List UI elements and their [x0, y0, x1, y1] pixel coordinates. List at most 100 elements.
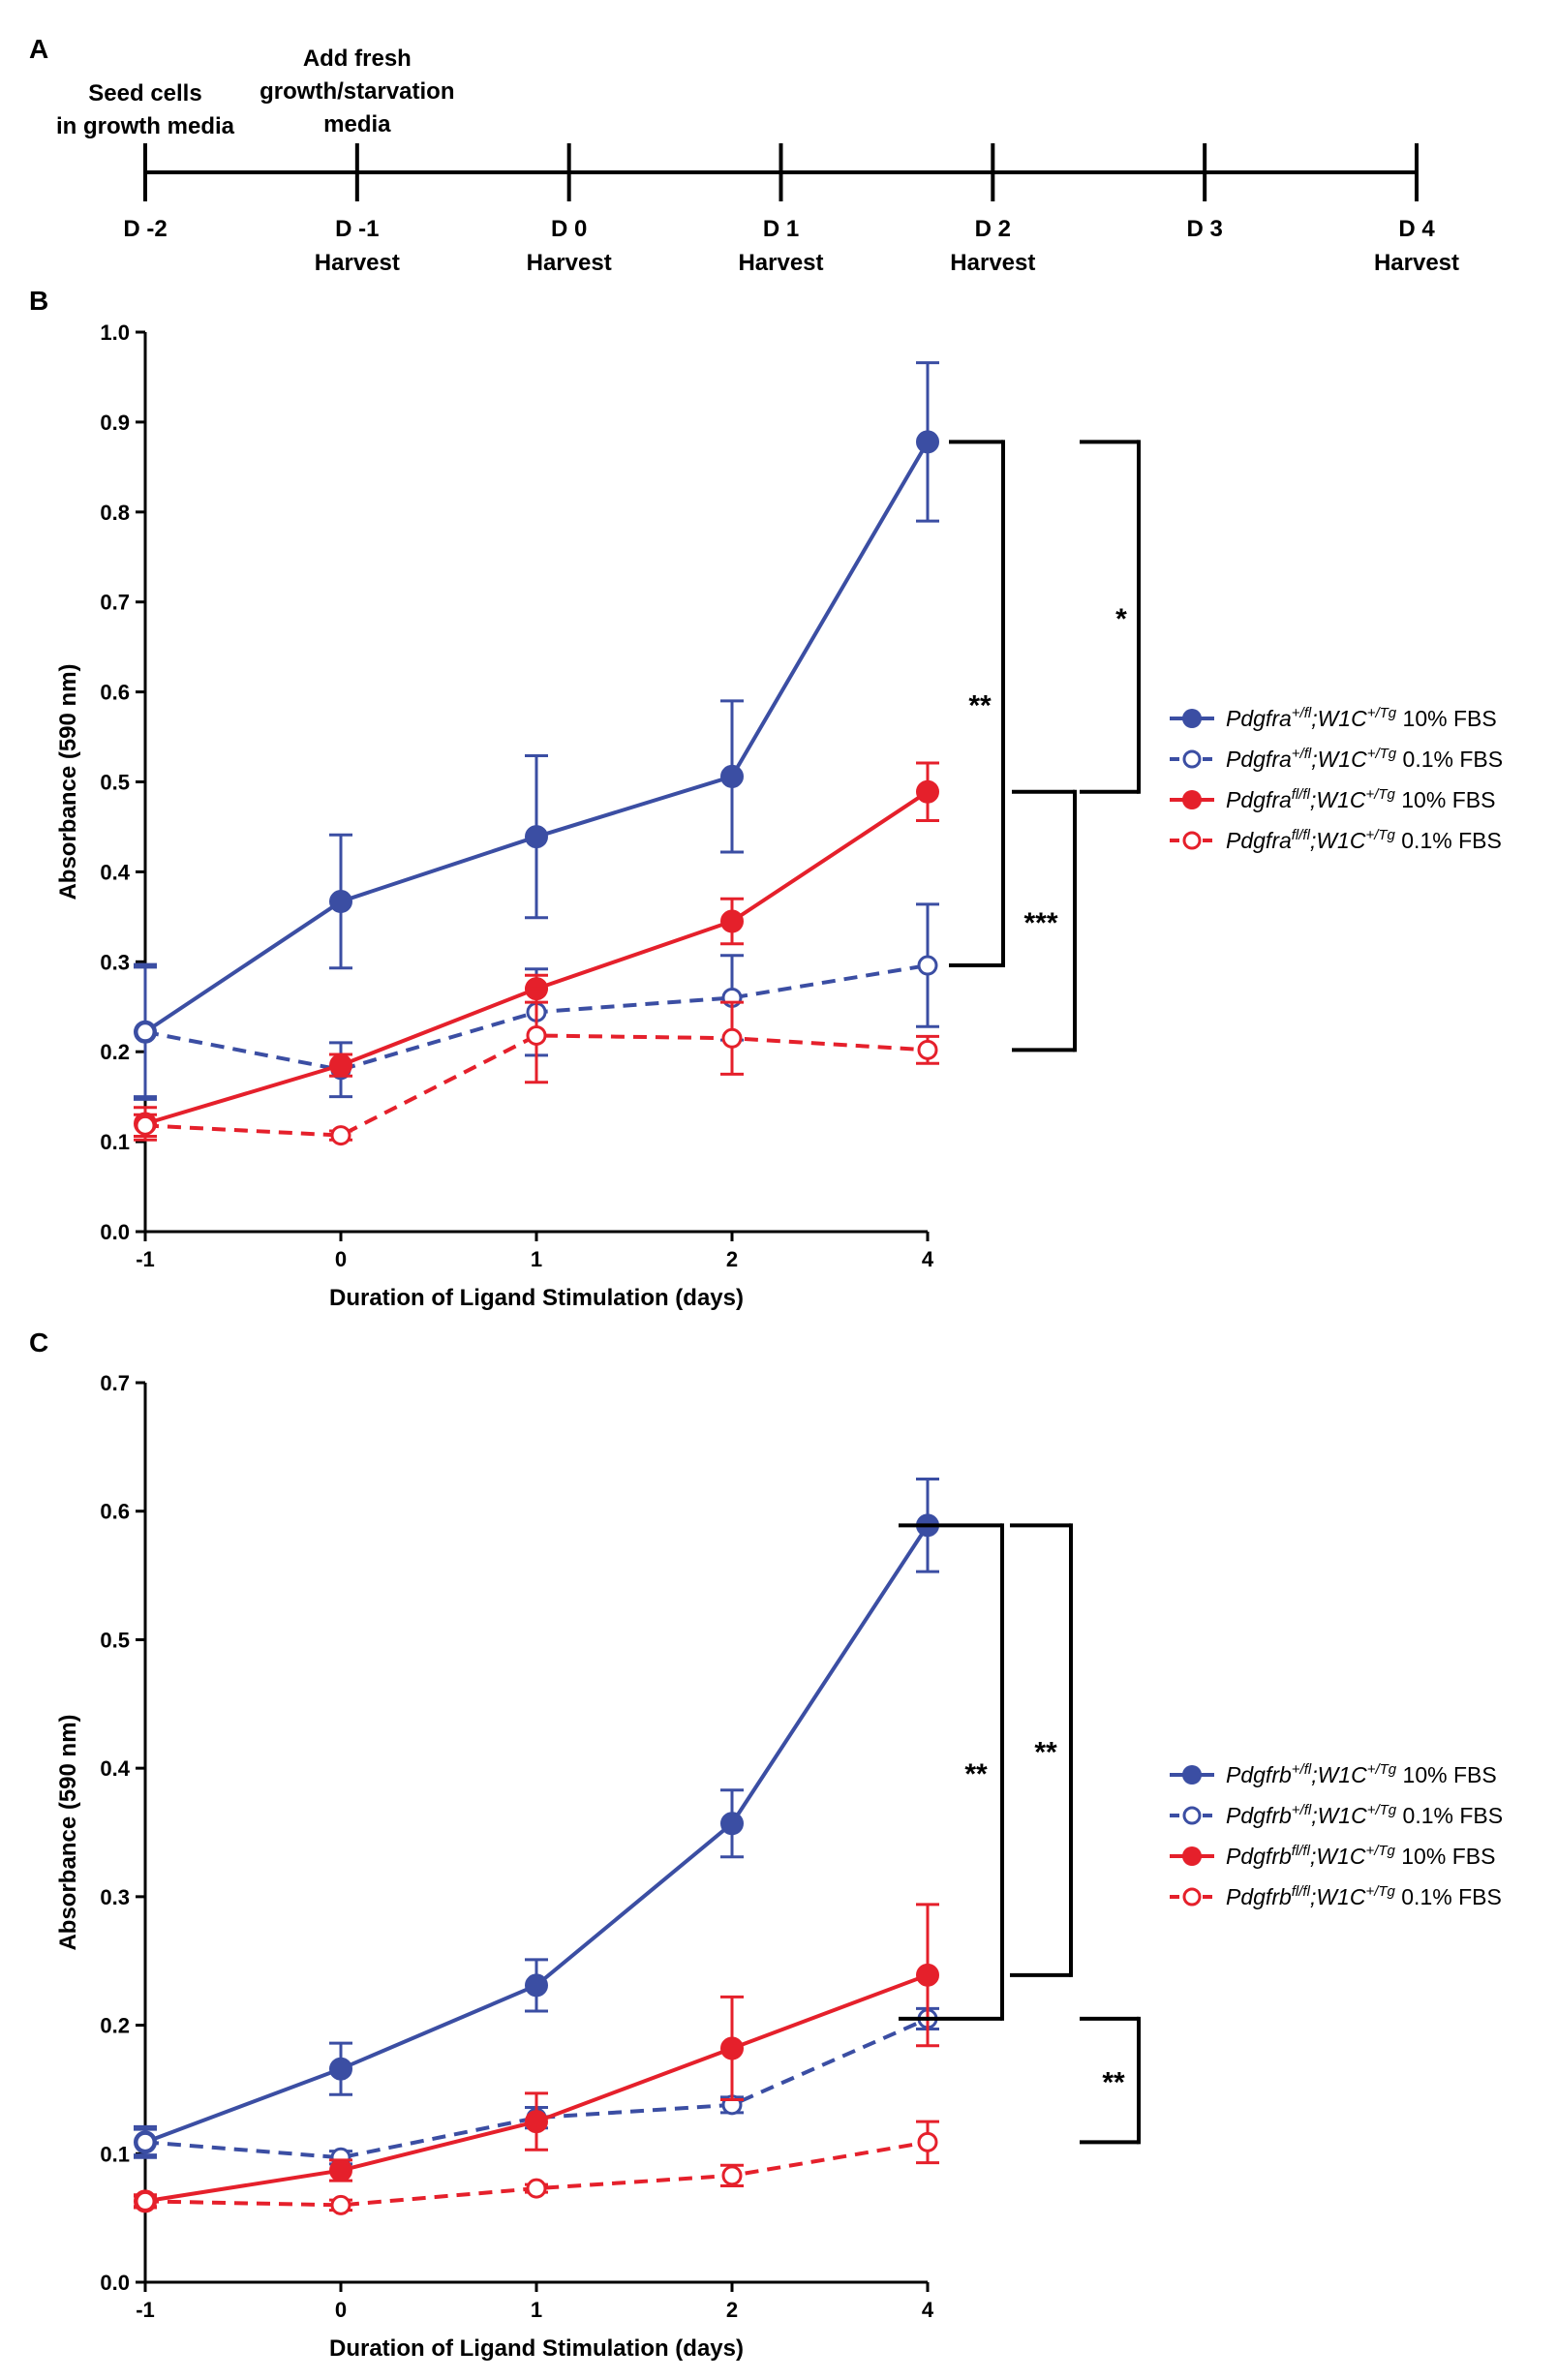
- day-label: D 4: [1398, 216, 1435, 242]
- data-point: [916, 779, 939, 804]
- legend-text-part: ;W1C: [1310, 1844, 1366, 1869]
- timeline-panel: A D -2 D -1 Harvest D 0 Harvest D 1 Harvest D 2 H…: [29, 34, 1459, 276]
- legend-text-part: Pdgfra: [1226, 747, 1292, 772]
- x-tick-label: 1: [531, 2298, 542, 2322]
- series-2: [134, 1903, 939, 2213]
- data-point: [916, 1963, 939, 1987]
- y-axis-label: Absorbance (590 nm): [55, 663, 81, 900]
- significance-label: **: [964, 1758, 988, 1790]
- legend-item: Pdgfrafl/fl;W1C+/Tg 0.1% FBS: [1170, 827, 1502, 853]
- series-line: [144, 1524, 930, 2145]
- data-point: [330, 1125, 351, 1146]
- legend-text-part: Pdgfrb: [1226, 1844, 1292, 1869]
- timeline-note: in growth media: [56, 113, 235, 139]
- timeline-note: Add fresh: [303, 46, 412, 72]
- data-point: [525, 825, 548, 849]
- y-tick-label: 0.1: [100, 1130, 130, 1154]
- timeline-note: Seed cells: [88, 80, 201, 107]
- day-label: D -2: [123, 216, 167, 242]
- data-point: [917, 955, 938, 976]
- legend-text-part: ;W1C: [1311, 706, 1367, 731]
- legend-marker: [1182, 831, 1202, 850]
- data-point: [525, 1973, 548, 1998]
- data-point: [721, 1027, 743, 1049]
- legend-marker: [1182, 1806, 1202, 1825]
- legend-text-part: Pdgfrb: [1226, 1762, 1292, 1787]
- legend-marker: [1182, 790, 1202, 809]
- x-tick-label: 1: [531, 1247, 542, 1271]
- legend-label: Pdgfrbfl/fl;W1C+/Tg 0.1% FBS: [1226, 1883, 1502, 1909]
- y-tick-label: 0.0: [100, 1220, 130, 1244]
- legend-text-part: +/Tg: [1365, 827, 1395, 843]
- y-tick-label: 0.2: [100, 2014, 130, 2038]
- legend-text-part: +/Tg: [1365, 1883, 1395, 1900]
- day-label: D 3: [1186, 216, 1222, 242]
- y-tick-label: 0.9: [100, 411, 130, 435]
- y-tick-label: 0.6: [100, 1500, 130, 1524]
- data-point: [135, 1114, 156, 1136]
- legend-text-part: ;W1C: [1310, 787, 1366, 812]
- panel-label: B: [29, 286, 48, 316]
- legend-text-part: +/Tg: [1367, 746, 1397, 762]
- legend-label: Pdgfrb+/fl;W1C+/Tg 10% FBS: [1226, 1761, 1497, 1787]
- day-label: D 0: [551, 216, 587, 242]
- legend: Pdgfra+/fl;W1C+/Tg 10% FBSPdgfra+/fl;W1C…: [1170, 705, 1503, 853]
- legend-text-part: Pdgfrb: [1226, 1803, 1292, 1828]
- data-point: [720, 764, 744, 788]
- y-tick-label: 0.3: [100, 1885, 130, 1909]
- series-0: [134, 361, 939, 1101]
- harvest-label: Harvest: [950, 250, 1035, 276]
- y-tick-label: 0.8: [100, 501, 130, 525]
- harvest-label: Harvest: [527, 250, 612, 276]
- chart-panel-c: C 0.0 0.1 0.2 0.3 0.4 0.5 0.6 0.7 -1 0 1 2 4 Duration …: [29, 1327, 1503, 2362]
- legend-text-part: +/Tg: [1365, 1843, 1395, 1859]
- legend-text-part: fl/fl: [1292, 786, 1311, 803]
- legend-text-part: ;W1C: [1311, 1803, 1367, 1828]
- series-0: [134, 1478, 939, 2157]
- significance-label: **: [1102, 2067, 1125, 2099]
- legend-text-part: +/Tg: [1367, 705, 1397, 721]
- y-tick-label: 0.0: [100, 2271, 130, 2295]
- legend-item: Pdgfrb+/fl;W1C+/Tg 0.1% FBS: [1170, 1802, 1503, 1828]
- x-tick-label: -1: [136, 1247, 155, 1271]
- chart-panel-b: B 0.0 0.1 0.2 0.3 0.4 0.5 0.6 0.7 0.8 0.9 1.0 -1 0 1 2 4…: [29, 286, 1503, 1311]
- legend-text-part: fl/fl: [1292, 1883, 1311, 1900]
- data-point: [916, 430, 939, 454]
- legend-label: Pdgfrafl/fl;W1C+/Tg 10% FBS: [1226, 786, 1495, 812]
- significance-label: **: [1034, 1737, 1057, 1769]
- legend-text-part: 10% FBS: [1396, 1762, 1497, 1787]
- significance-bracket: **: [949, 440, 1005, 968]
- data-point: [917, 1039, 938, 1060]
- y-axis-label: Absorbance (590 nm): [55, 1714, 81, 1950]
- series-line: [143, 441, 930, 1034]
- data-point: [135, 1022, 156, 1043]
- legend-item: Pdgfrbfl/fl;W1C+/Tg 0.1% FBS: [1170, 1883, 1502, 1909]
- data-point: [329, 890, 352, 914]
- data-point: [720, 1812, 744, 1836]
- y-tick-label: 0.1: [100, 2142, 130, 2166]
- panel-label-a: A: [29, 34, 48, 64]
- y-tick-label: 0.5: [100, 771, 130, 795]
- data-point: [135, 2131, 156, 2152]
- x-axis-label: Duration of Ligand Stimulation (days): [329, 2335, 744, 2362]
- legend-text-part: 10% FBS: [1395, 1844, 1496, 1869]
- data-point: [526, 2178, 547, 2199]
- legend-text-part: 10% FBS: [1395, 787, 1496, 812]
- legend-marker: [1182, 709, 1202, 728]
- data-point: [135, 2190, 156, 2212]
- legend-label: Pdgfrafl/fl;W1C+/Tg 0.1% FBS: [1226, 827, 1502, 853]
- x-tick-label: 0: [335, 1247, 347, 1271]
- y-tick-label: 0.4: [100, 1756, 130, 1781]
- legend-text-part: +/Tg: [1367, 1761, 1397, 1778]
- legend-text-part: Pdgfra: [1226, 828, 1292, 853]
- data-point: [330, 2194, 351, 2215]
- significance-bracket: *: [1080, 440, 1141, 794]
- legend-text-part: 0.1% FBS: [1396, 1803, 1503, 1828]
- timeline-note: media: [323, 111, 391, 137]
- x-tick-label: -1: [136, 2298, 155, 2322]
- legend-text-part: +/fl: [1292, 1761, 1312, 1778]
- legend-label: Pdgfra+/fl;W1C+/Tg 0.1% FBS: [1226, 746, 1503, 772]
- legend-text-part: +/fl: [1292, 1802, 1312, 1818]
- data-point: [721, 2165, 743, 2186]
- legend-text-part: 0.1% FBS: [1395, 1884, 1502, 1909]
